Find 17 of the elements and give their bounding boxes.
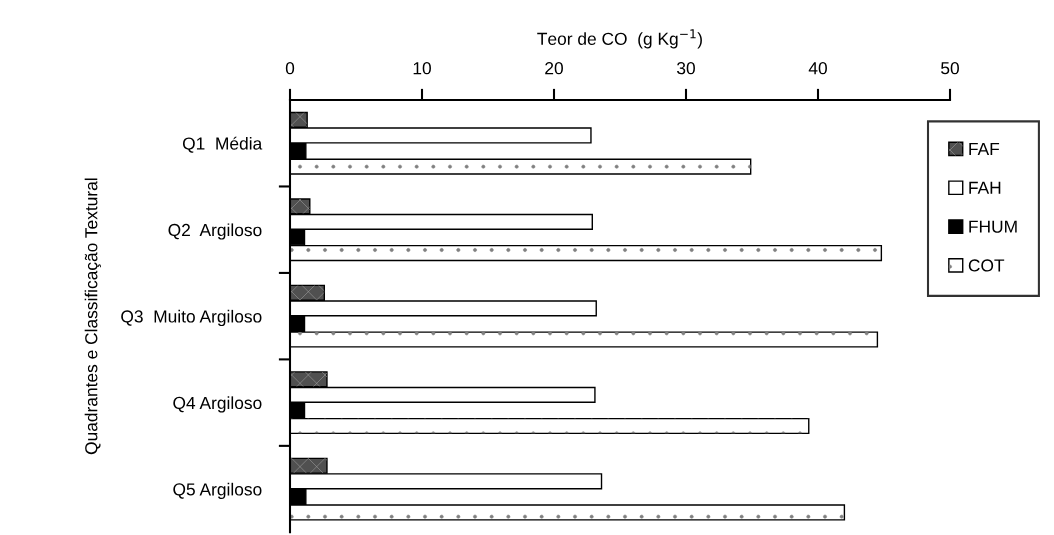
y-axis-title: Quadrantes e Classificação Textural [84,178,101,455]
x-tick-label: 0 [285,62,295,75]
x-tick-label: 20 [545,62,563,75]
y-tick-label: Q5 Argiloso [173,482,262,499]
y-tick-label: Q3 Muito Argiloso [121,309,262,327]
x-tick-label: 30 [677,62,695,75]
legend-label: COT [968,259,1005,272]
x-axis-title: Teor de CO (g Kg$^{−1}$) [537,29,702,49]
y-tick-label: Q2 Argiloso [168,223,262,240]
x-tick-label: 10 [413,62,431,75]
legend-label: FAH [969,181,1001,194]
y-tick-label: Q4 Argiloso [173,396,262,413]
legend-label: FAF [969,142,1000,155]
x-tick-label: 40 [808,62,827,75]
y-tick-label: Q1 Média [182,136,263,153]
x-tick-label: 50 [941,62,959,75]
legend-label: FHUM [969,220,1017,233]
